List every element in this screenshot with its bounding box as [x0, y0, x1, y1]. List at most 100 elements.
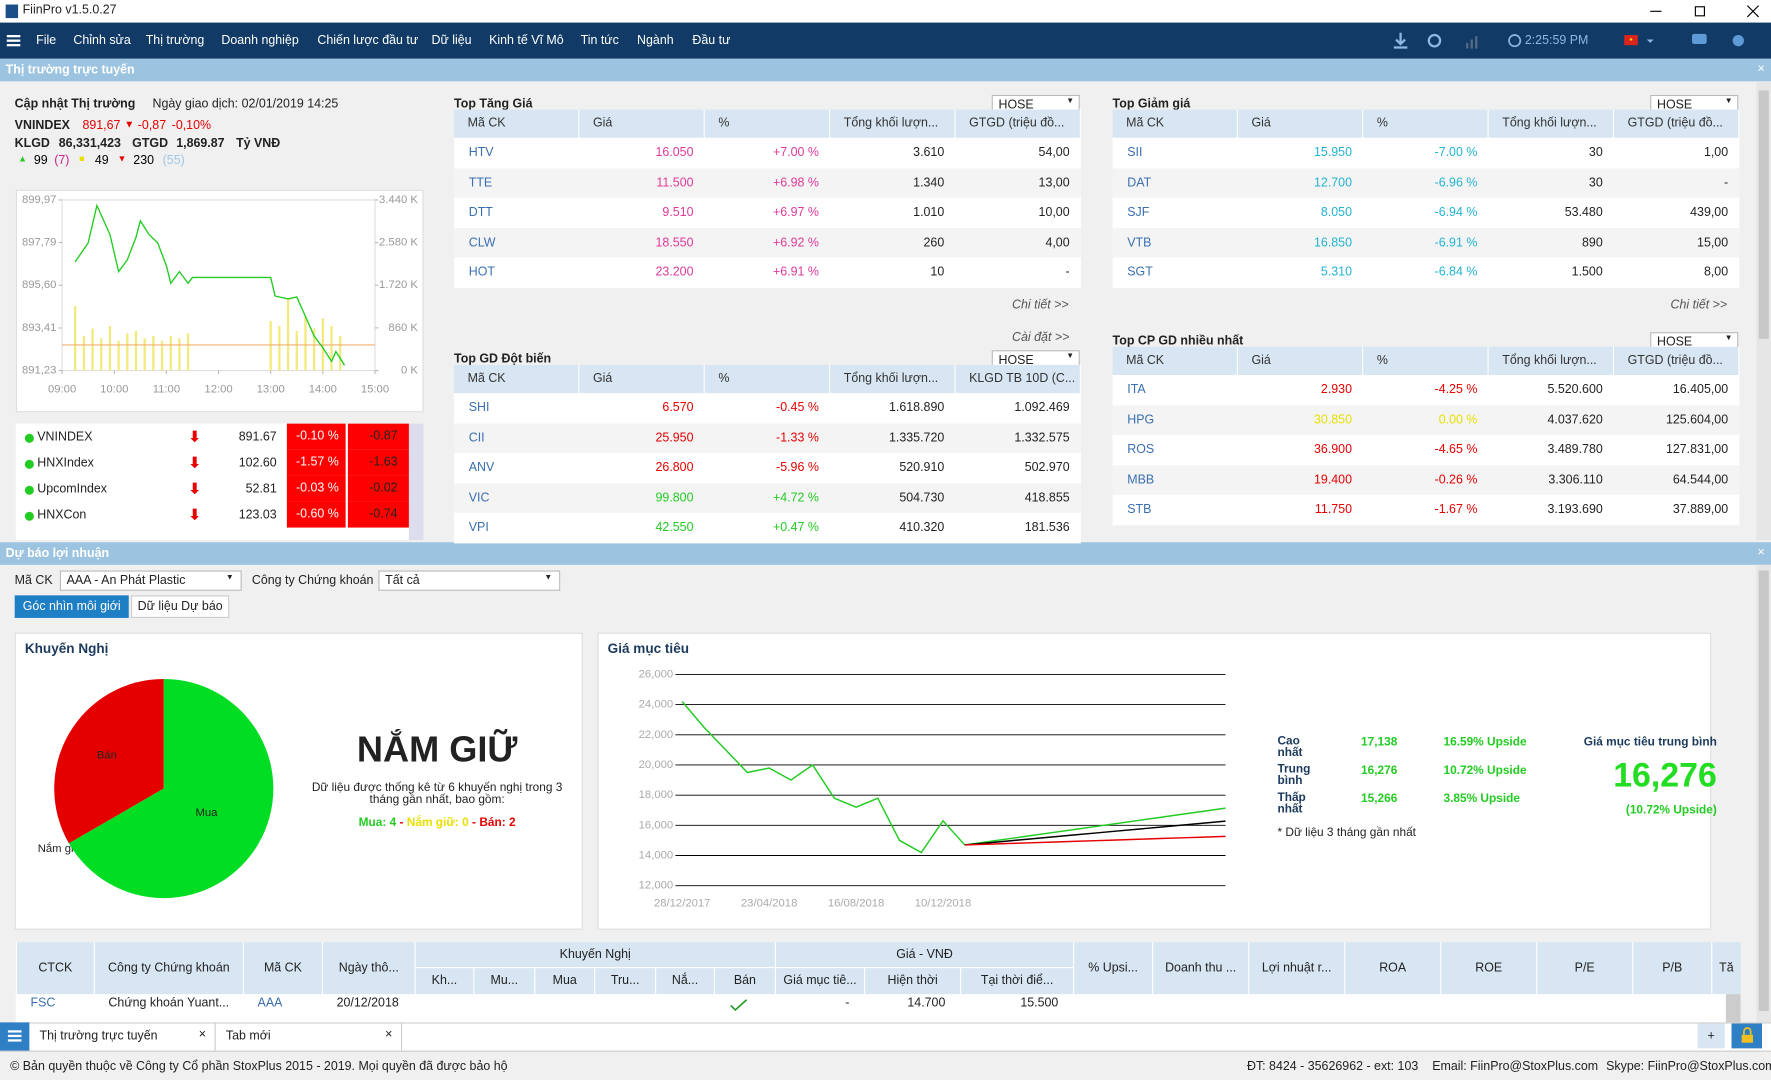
index-value: 52.81	[245, 482, 277, 496]
menu-item[interactable]: Chiến lược đầu tư	[317, 33, 419, 48]
volume-bar	[91, 328, 94, 371]
y-tick-label: 12,000	[639, 880, 674, 892]
tab[interactable]: Thị trường trực tuyến	[29, 1023, 216, 1051]
dropdown-arrow[interactable]: ▼	[1724, 334, 1733, 343]
column-header: Công ty Chứng khoán	[93, 942, 243, 995]
menu-item[interactable]: Dữ liệu	[431, 33, 472, 48]
index-name: HNXIndex	[37, 456, 94, 470]
tab[interactable]: Dữ liệu Dự báo	[131, 595, 230, 618]
table-cell: -1.67 %	[1434, 503, 1478, 517]
stat-value: 17,138	[1361, 735, 1398, 749]
scrollbar[interactable]	[1725, 994, 1741, 1023]
table-cell: 260	[923, 235, 945, 250]
email: Email: FiinPro@StoxPlus.com	[1432, 1059, 1599, 1074]
column-header: Bán	[713, 968, 775, 995]
index-change: -0,87	[137, 118, 167, 133]
table-cell: -	[845, 996, 850, 1010]
breadth-count: (55)	[162, 153, 185, 168]
column-header: GTGD (triệu đồ...	[1614, 346, 1740, 376]
table-title: Top Tăng Giá	[454, 97, 533, 111]
volume-bar	[152, 335, 155, 371]
table-cell: 1.618.890	[888, 401, 945, 415]
pie-slice	[54, 678, 164, 844]
row-stripe	[1112, 167, 1740, 198]
breadth-icon: ▲	[18, 153, 28, 164]
stat-label: Cao nhất	[1277, 734, 1303, 760]
detail-link[interactable]: Cài đặt >>	[1012, 331, 1070, 345]
table-cell: 16.050	[655, 145, 694, 160]
tab-close[interactable]: ×	[385, 1028, 393, 1042]
skype: Skype: FiinPro@StoxPlus.com	[1606, 1059, 1771, 1074]
column-header: % Upsi...	[1073, 942, 1152, 995]
tab[interactable]: Tab mới	[216, 1023, 403, 1051]
table-cell: 64.544,00	[1672, 473, 1729, 487]
row-stripe	[1112, 227, 1740, 259]
y-tick-label: 24,000	[639, 699, 674, 711]
menu-item[interactable]: Đầu tư	[692, 33, 731, 48]
menu-item[interactable]: File	[36, 33, 57, 48]
summary: Mua: 4 - Nắm giữ: 0 - Bán: 2	[291, 816, 582, 830]
separator: -	[468, 815, 480, 830]
menu-item[interactable]: Ngành	[637, 33, 674, 48]
phone: ĐT: 8424 - 35626962 - ext: 103	[1246, 1059, 1419, 1074]
table-cell: +6.92 %	[772, 235, 819, 250]
column-header: Kh...	[414, 968, 474, 995]
ticker-dropdown[interactable]: AAA - An Phát Plastic	[59, 570, 242, 591]
window-controls[interactable]	[1643, 3, 1767, 19]
column-header: Mã CK	[242, 942, 322, 995]
dropdown-arrow[interactable]: ▼	[544, 573, 553, 582]
menu-line	[7, 1039, 22, 1042]
dropdown-arrow[interactable]: ▼	[225, 573, 234, 582]
intraday-chart: 891,23 893,41 895,60 897,79 899,97 0 K 860 K 1.…	[22, 194, 418, 396]
label: GTGD	[132, 136, 169, 151]
panel-header	[0, 58, 1771, 82]
column-header: GTGD (triệu đồ...	[1614, 109, 1740, 138]
scrollbar[interactable]	[408, 423, 424, 540]
value: 86,331,423	[58, 136, 121, 151]
tab-active[interactable]: Góc nhìn môi giới	[14, 595, 129, 618]
menu-item[interactable]: Doanh nghiệp	[221, 33, 299, 48]
detail-link[interactable]: Chi tiết >>	[1012, 298, 1069, 312]
index-value: 102.60	[238, 456, 277, 470]
menu-item[interactable]: Thị trường	[145, 33, 205, 48]
detail-link[interactable]: Chi tiết >>	[1670, 298, 1728, 312]
pct-cell: -0.10 %	[286, 423, 346, 450]
dropdown-arrow[interactable]: ▼	[1724, 97, 1733, 106]
column-header: CTCK	[15, 942, 94, 995]
table-cell: 20/12/2018	[336, 996, 399, 1010]
x-tick-label: 16/08/2018	[828, 898, 884, 910]
index-value: 123.03	[238, 508, 277, 522]
table-cell: FSC	[30, 996, 56, 1010]
menu-item[interactable]: Tin tức	[580, 33, 619, 48]
tab-close[interactable]: ×	[198, 1028, 207, 1042]
verdict: NẮM GIỮ	[356, 728, 518, 770]
close-button[interactable]: ×	[1757, 62, 1765, 76]
menu-item[interactable]: Kinh tế Vĩ Mô	[489, 33, 564, 48]
toolbar-icons[interactable]	[1389, 29, 1762, 54]
menu-item[interactable]: Chỉnh sửa	[73, 33, 131, 48]
dropdown-arrow[interactable]: ▼	[1066, 97, 1075, 106]
y2-tick-label: 860 K	[388, 322, 418, 334]
y-tick-label: 899,97	[22, 194, 57, 206]
broker-dropdown[interactable]: Tất cả	[378, 570, 561, 591]
table-cell: 1.340	[913, 175, 945, 190]
add-tab[interactable]: +	[1697, 1023, 1725, 1049]
column-header: Ngày thô...	[321, 942, 415, 995]
footer-bar	[0, 1050, 1771, 1080]
volume-bar	[304, 315, 307, 371]
table-cell: 1.500	[1571, 265, 1603, 280]
table-cell: 1.335.720	[888, 431, 945, 445]
table-cell: SII	[1127, 145, 1143, 160]
dropdown-arrow[interactable]: ▼	[1066, 352, 1075, 361]
summary-count: Mua: 4	[358, 815, 397, 830]
table-cell: 25.950	[655, 431, 694, 445]
table-cell: 42.550	[655, 521, 694, 535]
table-cell: 3.489.780	[1547, 443, 1603, 457]
close-button[interactable]: ×	[1757, 545, 1765, 560]
hamburger-icon[interactable]	[6, 35, 21, 47]
scrollbar-thumb[interactable]	[1758, 90, 1769, 339]
column-header: Tổng khối lượn...	[1488, 346, 1615, 376]
scrollbar-thumb[interactable]	[1758, 570, 1769, 1012]
breadth-count: 99	[33, 153, 48, 168]
